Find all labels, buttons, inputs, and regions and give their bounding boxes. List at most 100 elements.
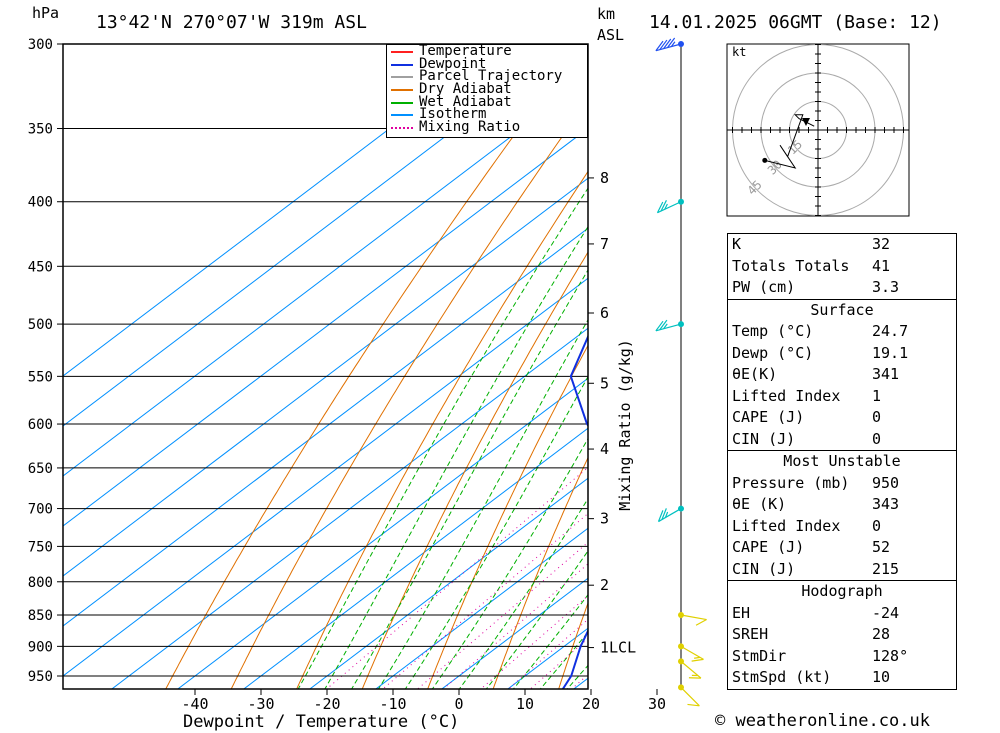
pressure-tick-label: 500 xyxy=(28,317,53,333)
legend-item: Isotherm xyxy=(387,106,587,123)
temperature-tick-label: -40 xyxy=(181,695,208,713)
index-label: CAPE (J) xyxy=(732,538,805,556)
legend-label: Isotherm xyxy=(419,106,487,123)
legend-item: Parcel Trajectory xyxy=(387,68,587,85)
index-value: 343 xyxy=(872,495,900,513)
index-row: CIN (J) 215 xyxy=(728,559,956,581)
index-value: 28 xyxy=(872,625,891,643)
isotherm-line xyxy=(309,477,588,689)
index-value: 32 xyxy=(872,235,891,253)
index-row: Lifted Index 1 xyxy=(728,386,956,408)
plot-frame xyxy=(62,43,589,690)
pressure-tick-label: 750 xyxy=(28,539,53,555)
index-label: SREH xyxy=(732,625,769,643)
most-unstable-section-title: Most Unstable xyxy=(783,452,901,470)
index-value: 41 xyxy=(872,256,891,275)
index-row: Totals Totals 41 xyxy=(728,256,956,278)
km-tick-label: 7 xyxy=(600,235,609,253)
km-tick-label: 5 xyxy=(600,374,609,392)
wet-adiabat-line xyxy=(404,375,588,689)
wind-barb xyxy=(678,684,700,707)
storm-motion-marker xyxy=(802,118,810,126)
wet-adiabat-line xyxy=(512,593,588,689)
index-label: θE(K) xyxy=(732,365,778,383)
index-row: Dewp (°C) 19.1 xyxy=(728,343,956,365)
index-row: SREH 28 xyxy=(728,624,956,646)
index-label: Lifted Index xyxy=(732,516,841,535)
legend-item: Dry Adiabat xyxy=(387,81,587,98)
temperature-tick-label: -20 xyxy=(313,695,340,713)
index-row: Pressure (mb) 950 xyxy=(728,473,956,495)
legend-label: Dry Adiabat xyxy=(419,81,512,98)
wet-adiabat-line xyxy=(431,437,588,689)
index-value: 3.3 xyxy=(872,278,900,296)
footer-credit: © weatheronline.co.uk xyxy=(715,711,930,731)
index-label: Dewp (°C) xyxy=(732,343,814,362)
index-value: 10 xyxy=(872,668,891,686)
index-value: 950 xyxy=(872,473,900,492)
index-value: 215 xyxy=(872,559,900,578)
isotherm-line xyxy=(111,327,588,689)
index-label: Totals Totals xyxy=(732,256,850,275)
legend-item: Dewpoint xyxy=(387,57,587,71)
timestamp-title: 14.01.2025 06GMT (Base: 12) xyxy=(649,12,942,33)
hodograph-section-title: Hodograph xyxy=(801,582,883,600)
index-row: Lifted Index 0 xyxy=(728,516,956,538)
index-row: EH -24 xyxy=(728,603,956,625)
index-label: StmSpd (kt) xyxy=(732,668,832,686)
legend-swatch xyxy=(391,63,413,66)
index-row: StmDir 128° xyxy=(728,646,956,668)
index-value: 52 xyxy=(872,538,891,556)
legend-swatch xyxy=(391,127,413,130)
temperature-tick-label: 20 xyxy=(582,695,600,713)
pressure-tick-label: 350 xyxy=(28,122,53,138)
temperature-tick-label: 0 xyxy=(454,695,463,713)
index-value: 1 xyxy=(872,386,882,405)
legend-swatch xyxy=(391,51,413,53)
wind-barb xyxy=(655,37,684,52)
temperature-tick-label: -30 xyxy=(247,695,274,713)
index-label: CIN (J) xyxy=(732,429,796,448)
index-value: 19.1 xyxy=(872,343,909,362)
index-row: θE (K) 343 xyxy=(728,494,956,516)
index-value: 0 xyxy=(872,516,882,535)
dry-adiabat-line xyxy=(427,344,588,689)
index-value: 341 xyxy=(872,365,900,383)
isotherm-line xyxy=(63,227,588,627)
legend-label: Wet Adiabat xyxy=(419,93,512,110)
indices-table: K 32 Totals Totals 41 PW (cm) 3.3 Surface Tem… xyxy=(727,233,957,690)
series-line-dewpoint xyxy=(561,334,588,689)
pressure-tick-label: 800 xyxy=(28,575,53,591)
wind-barb xyxy=(678,612,707,626)
hodograph-unit: kt xyxy=(732,45,747,59)
wind-barb xyxy=(656,198,684,214)
hodograph-trace xyxy=(764,114,815,169)
surface-section-title: Surface xyxy=(810,300,874,319)
index-value: -24 xyxy=(872,603,900,622)
index-row: PW (cm) 3.3 xyxy=(728,277,956,299)
index-row: θE(K) 341 xyxy=(728,364,956,386)
km-tick-label: 6 xyxy=(600,304,609,322)
wind-barb xyxy=(657,505,684,523)
wet-adiabat-line xyxy=(351,269,588,689)
legend-item: Mixing Ratio xyxy=(387,120,587,134)
pressure-tick-label: 650 xyxy=(28,461,53,477)
legend-swatch xyxy=(391,101,413,104)
index-row: Temp (°C) 24.7 xyxy=(728,321,956,343)
legend-swatch xyxy=(391,114,413,117)
legend-swatch xyxy=(391,76,413,79)
isotherm-line xyxy=(63,127,588,527)
km-tick-label: 4 xyxy=(600,440,609,458)
legend-label: Parcel Trajectory xyxy=(419,68,563,85)
index-value: 0 xyxy=(872,408,882,426)
pressure-tick-label: 950 xyxy=(28,669,53,685)
index-label: Lifted Index xyxy=(732,386,841,405)
index-value: 0 xyxy=(872,429,882,448)
wet-adiabat-line xyxy=(324,225,588,689)
legend-item: Temperature xyxy=(387,44,587,58)
index-label: PW (cm) xyxy=(732,278,796,296)
wind-barb xyxy=(655,319,684,332)
height-unit-asl: ASL xyxy=(597,26,625,44)
km-tick-label: 3 xyxy=(600,510,609,528)
